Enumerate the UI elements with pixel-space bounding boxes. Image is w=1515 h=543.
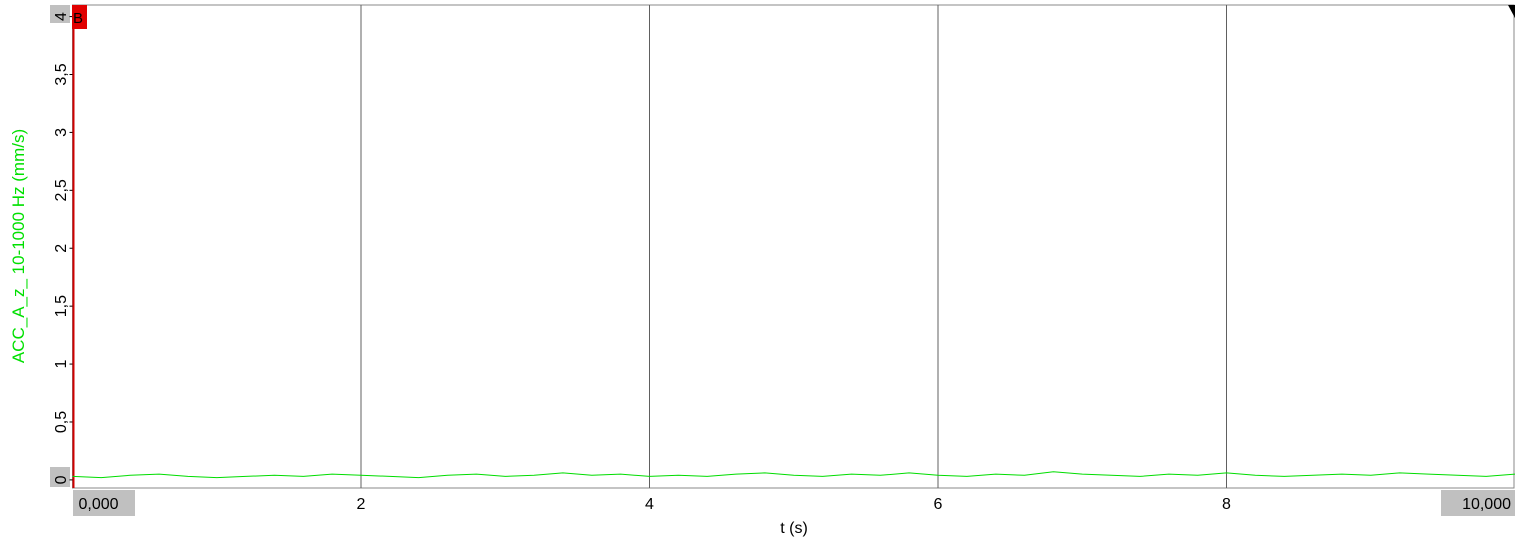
data-line: [72, 471, 1515, 479]
y-tick-label: 1,5: [53, 295, 70, 317]
y-bottom-bg: [50, 467, 70, 487]
x-tick-label: 0,000: [79, 496, 119, 513]
x-tick-label: 6: [934, 496, 943, 513]
y-tick-label: 4: [53, 12, 70, 21]
x-right-bg: [1441, 490, 1515, 516]
x-tick-label: 8: [1222, 496, 1231, 513]
cursor-label: B: [73, 10, 83, 27]
y-tick-label: 0: [53, 475, 70, 484]
y-tick-label: 1: [53, 360, 70, 369]
y-tick-label: 3,5: [53, 63, 70, 85]
x-axis-label: t (s): [780, 520, 808, 537]
x-tick-label: 4: [645, 496, 654, 513]
corner-marker: [1508, 5, 1515, 18]
y-tick-label: 2,5: [53, 179, 70, 201]
x-left-bg: [73, 490, 135, 516]
y-tick-label: 2: [53, 244, 70, 253]
x-tick-label: 2: [357, 496, 366, 513]
plot-frame: [72, 4, 1515, 489]
y-top-bg: [50, 5, 70, 23]
y-tick-label: 3: [53, 128, 70, 137]
x-tick-label: 10,000: [1462, 496, 1511, 513]
y-axis-label: ACC_A_z_ 10-1000 Hz (mm/s): [9, 129, 28, 363]
y-tick-label: 0,5: [53, 411, 70, 433]
cursor-marker: [72, 5, 87, 29]
